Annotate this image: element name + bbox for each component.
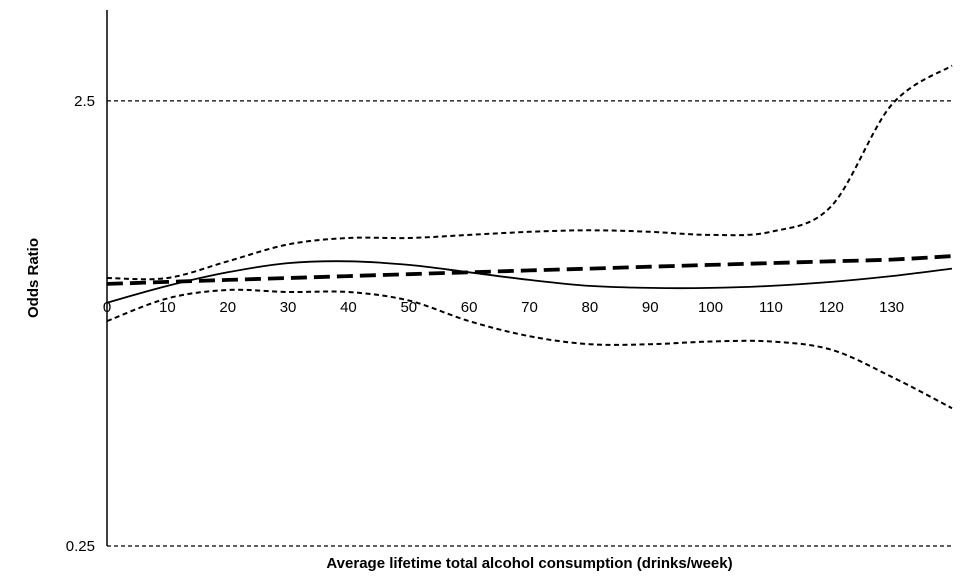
x-tick-label: 110 <box>759 299 783 316</box>
x-tick-label: 90 <box>642 299 659 316</box>
x-tick-label: 30 <box>280 299 297 316</box>
x-tick-label: 20 <box>219 299 236 316</box>
x-tick-label: 120 <box>819 299 844 316</box>
x-tick-label: 70 <box>521 299 538 316</box>
y-tick-labels: 0.25 2.5 <box>66 93 95 555</box>
x-tick-label: 60 <box>461 299 478 316</box>
y-axis-label: Odds Ratio <box>25 238 42 318</box>
series-line-dotted-2 <box>106 64 953 281</box>
y-tick-label: 2.5 <box>74 93 95 110</box>
x-tick-labels: 0 10 20 30 40 50 60 70 80 90 100 110 120 130 <box>103 299 904 316</box>
series-lines <box>106 64 953 410</box>
y-tick-label: 0.25 <box>66 538 95 555</box>
x-axis-label: Average lifetime total alcohol consumpti… <box>326 555 732 572</box>
x-tick-label: 100 <box>698 299 723 316</box>
x-tick-label: 10 <box>159 299 176 316</box>
x-tick-label: 130 <box>879 299 904 316</box>
x-tick-label: 0 <box>103 299 111 316</box>
series-line-dotted-3 <box>106 288 953 410</box>
x-tick-label: 80 <box>582 299 599 316</box>
x-tick-label: 50 <box>400 299 417 316</box>
x-tick-label: 40 <box>340 299 357 316</box>
series-line-solid-0 <box>106 260 953 304</box>
series-line-long-dash-1 <box>106 254 953 286</box>
reference-lines <box>107 100 952 547</box>
